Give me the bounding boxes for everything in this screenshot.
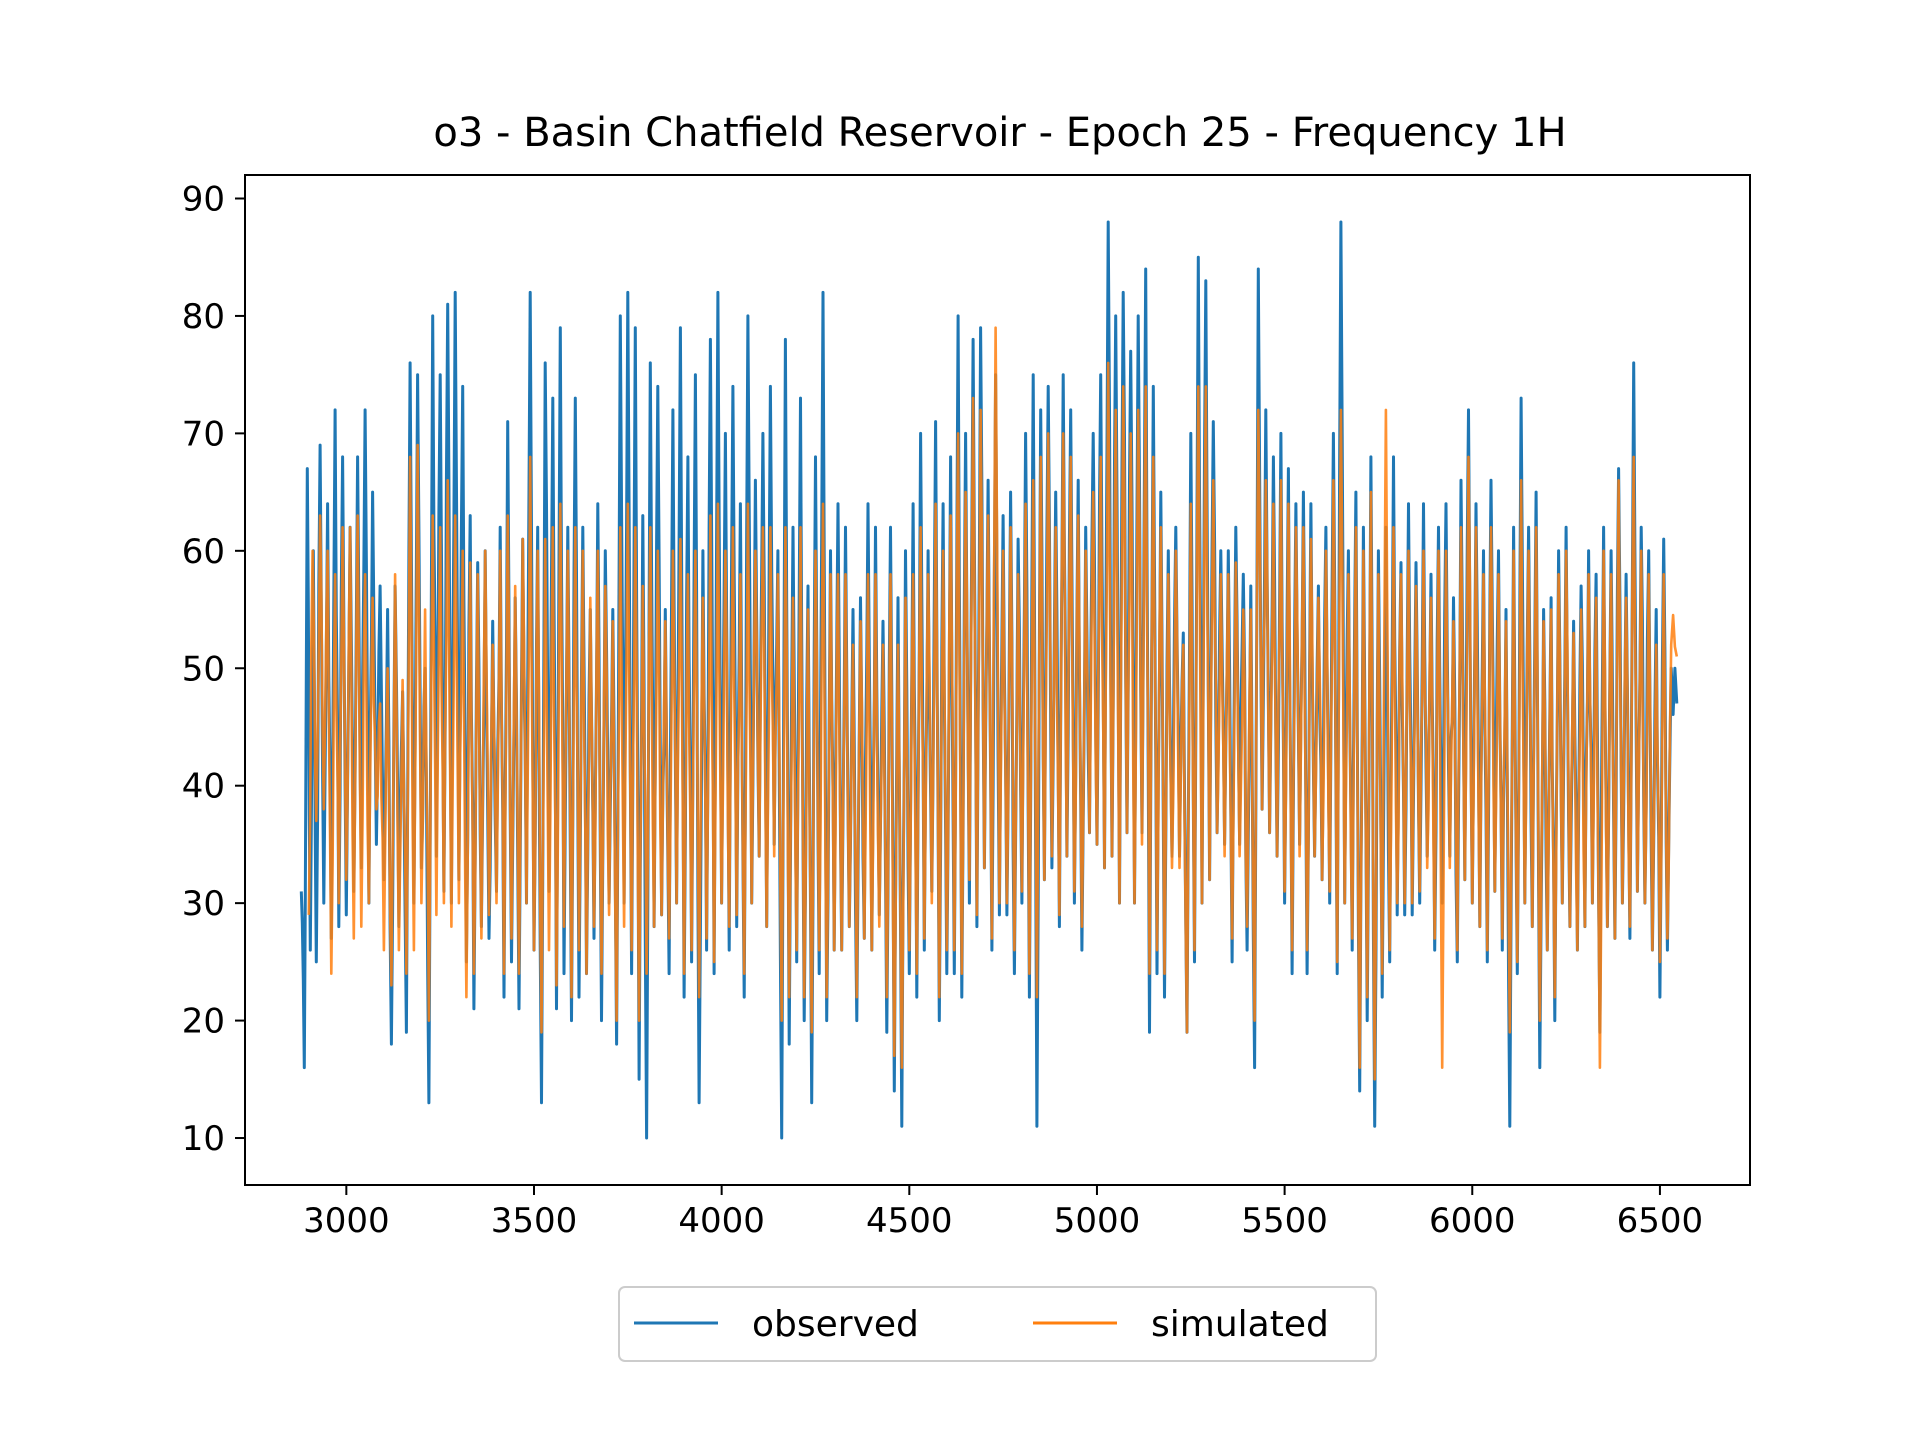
y-tick-label: 40 [182, 767, 225, 807]
x-tick-label: 6500 [1617, 1201, 1704, 1241]
plot-area-frame [244, 174, 1751, 1186]
legend: observed simulated [618, 1286, 1377, 1362]
x-tick-label: 3000 [303, 1201, 390, 1241]
series-line-simulated [307, 326, 1679, 1081]
chart-title: o3 - Basin Chatfield Reservoir - Epoch 2… [433, 110, 1566, 156]
x-tick-label: 4000 [678, 1201, 765, 1241]
x-tick-label: 3500 [491, 1201, 578, 1241]
y-tick-label: 50 [182, 649, 225, 689]
legend-label-observed: observed [752, 1304, 919, 1345]
x-tick-label: 5000 [1054, 1201, 1141, 1241]
y-tick-label: 70 [182, 414, 225, 454]
legend-box [618, 1286, 1377, 1362]
x-tick-label: 5500 [1241, 1201, 1328, 1241]
series-layer [299, 220, 1679, 1140]
legend-label-simulated: simulated [1151, 1304, 1329, 1345]
y-tick-label: 30 [182, 884, 225, 924]
y-tick-label: 80 [182, 297, 225, 337]
y-tick-label: 10 [182, 1119, 225, 1159]
x-axis: 3000 3500 4000 4500 5000 5500 6000 6500 [303, 1185, 1703, 1241]
y-tick-label: 90 [182, 179, 225, 219]
x-tick-label: 4500 [866, 1201, 953, 1241]
y-tick-label: 20 [182, 1002, 225, 1042]
y-axis: 10 20 30 40 50 60 70 80 90 [182, 179, 245, 1159]
y-tick-label: 60 [182, 532, 225, 572]
x-tick-label: 6000 [1429, 1201, 1516, 1241]
